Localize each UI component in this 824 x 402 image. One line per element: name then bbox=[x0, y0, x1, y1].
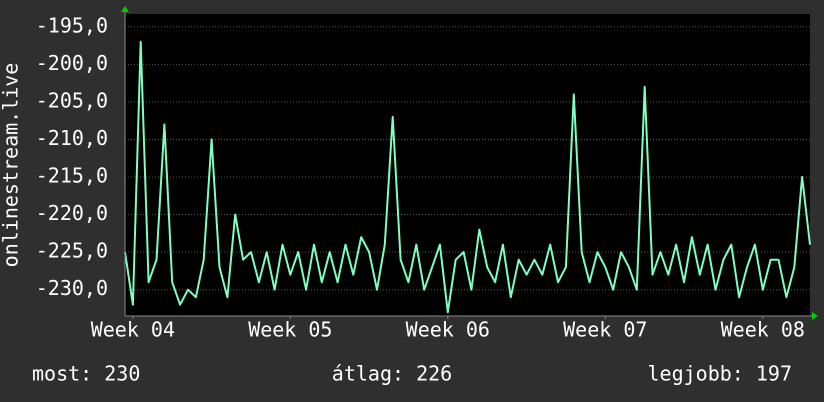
y-axis-title: onlinestream.live bbox=[0, 63, 23, 268]
y-tick-label: -200,0 bbox=[36, 51, 108, 75]
y-tick-label: -225,0 bbox=[36, 239, 108, 263]
x-tick-label: Week 07 bbox=[563, 318, 647, 342]
data-line bbox=[124, 40, 811, 314]
x-tick-label: Week 04 bbox=[91, 318, 175, 342]
footer-current: most: 230 bbox=[32, 362, 140, 386]
x-tick-label: Week 06 bbox=[406, 318, 490, 342]
y-tick-label: -220,0 bbox=[36, 201, 108, 225]
footer-average: átlag: 226 bbox=[332, 362, 452, 386]
y-tick-label: -205,0 bbox=[36, 88, 108, 112]
y-tick-label: -230,0 bbox=[36, 276, 108, 300]
x-tick-label: Week 05 bbox=[248, 318, 332, 342]
x-axis-arrow bbox=[812, 312, 818, 320]
y-tick-label: -215,0 bbox=[36, 164, 108, 188]
footer-max: legjobb: 197 bbox=[648, 362, 793, 386]
y-tick-label: -210,0 bbox=[36, 126, 108, 150]
x-tick-label: Week 08 bbox=[721, 318, 805, 342]
y-tick-label: -195,0 bbox=[36, 13, 108, 37]
y-axis-arrow bbox=[121, 6, 129, 12]
